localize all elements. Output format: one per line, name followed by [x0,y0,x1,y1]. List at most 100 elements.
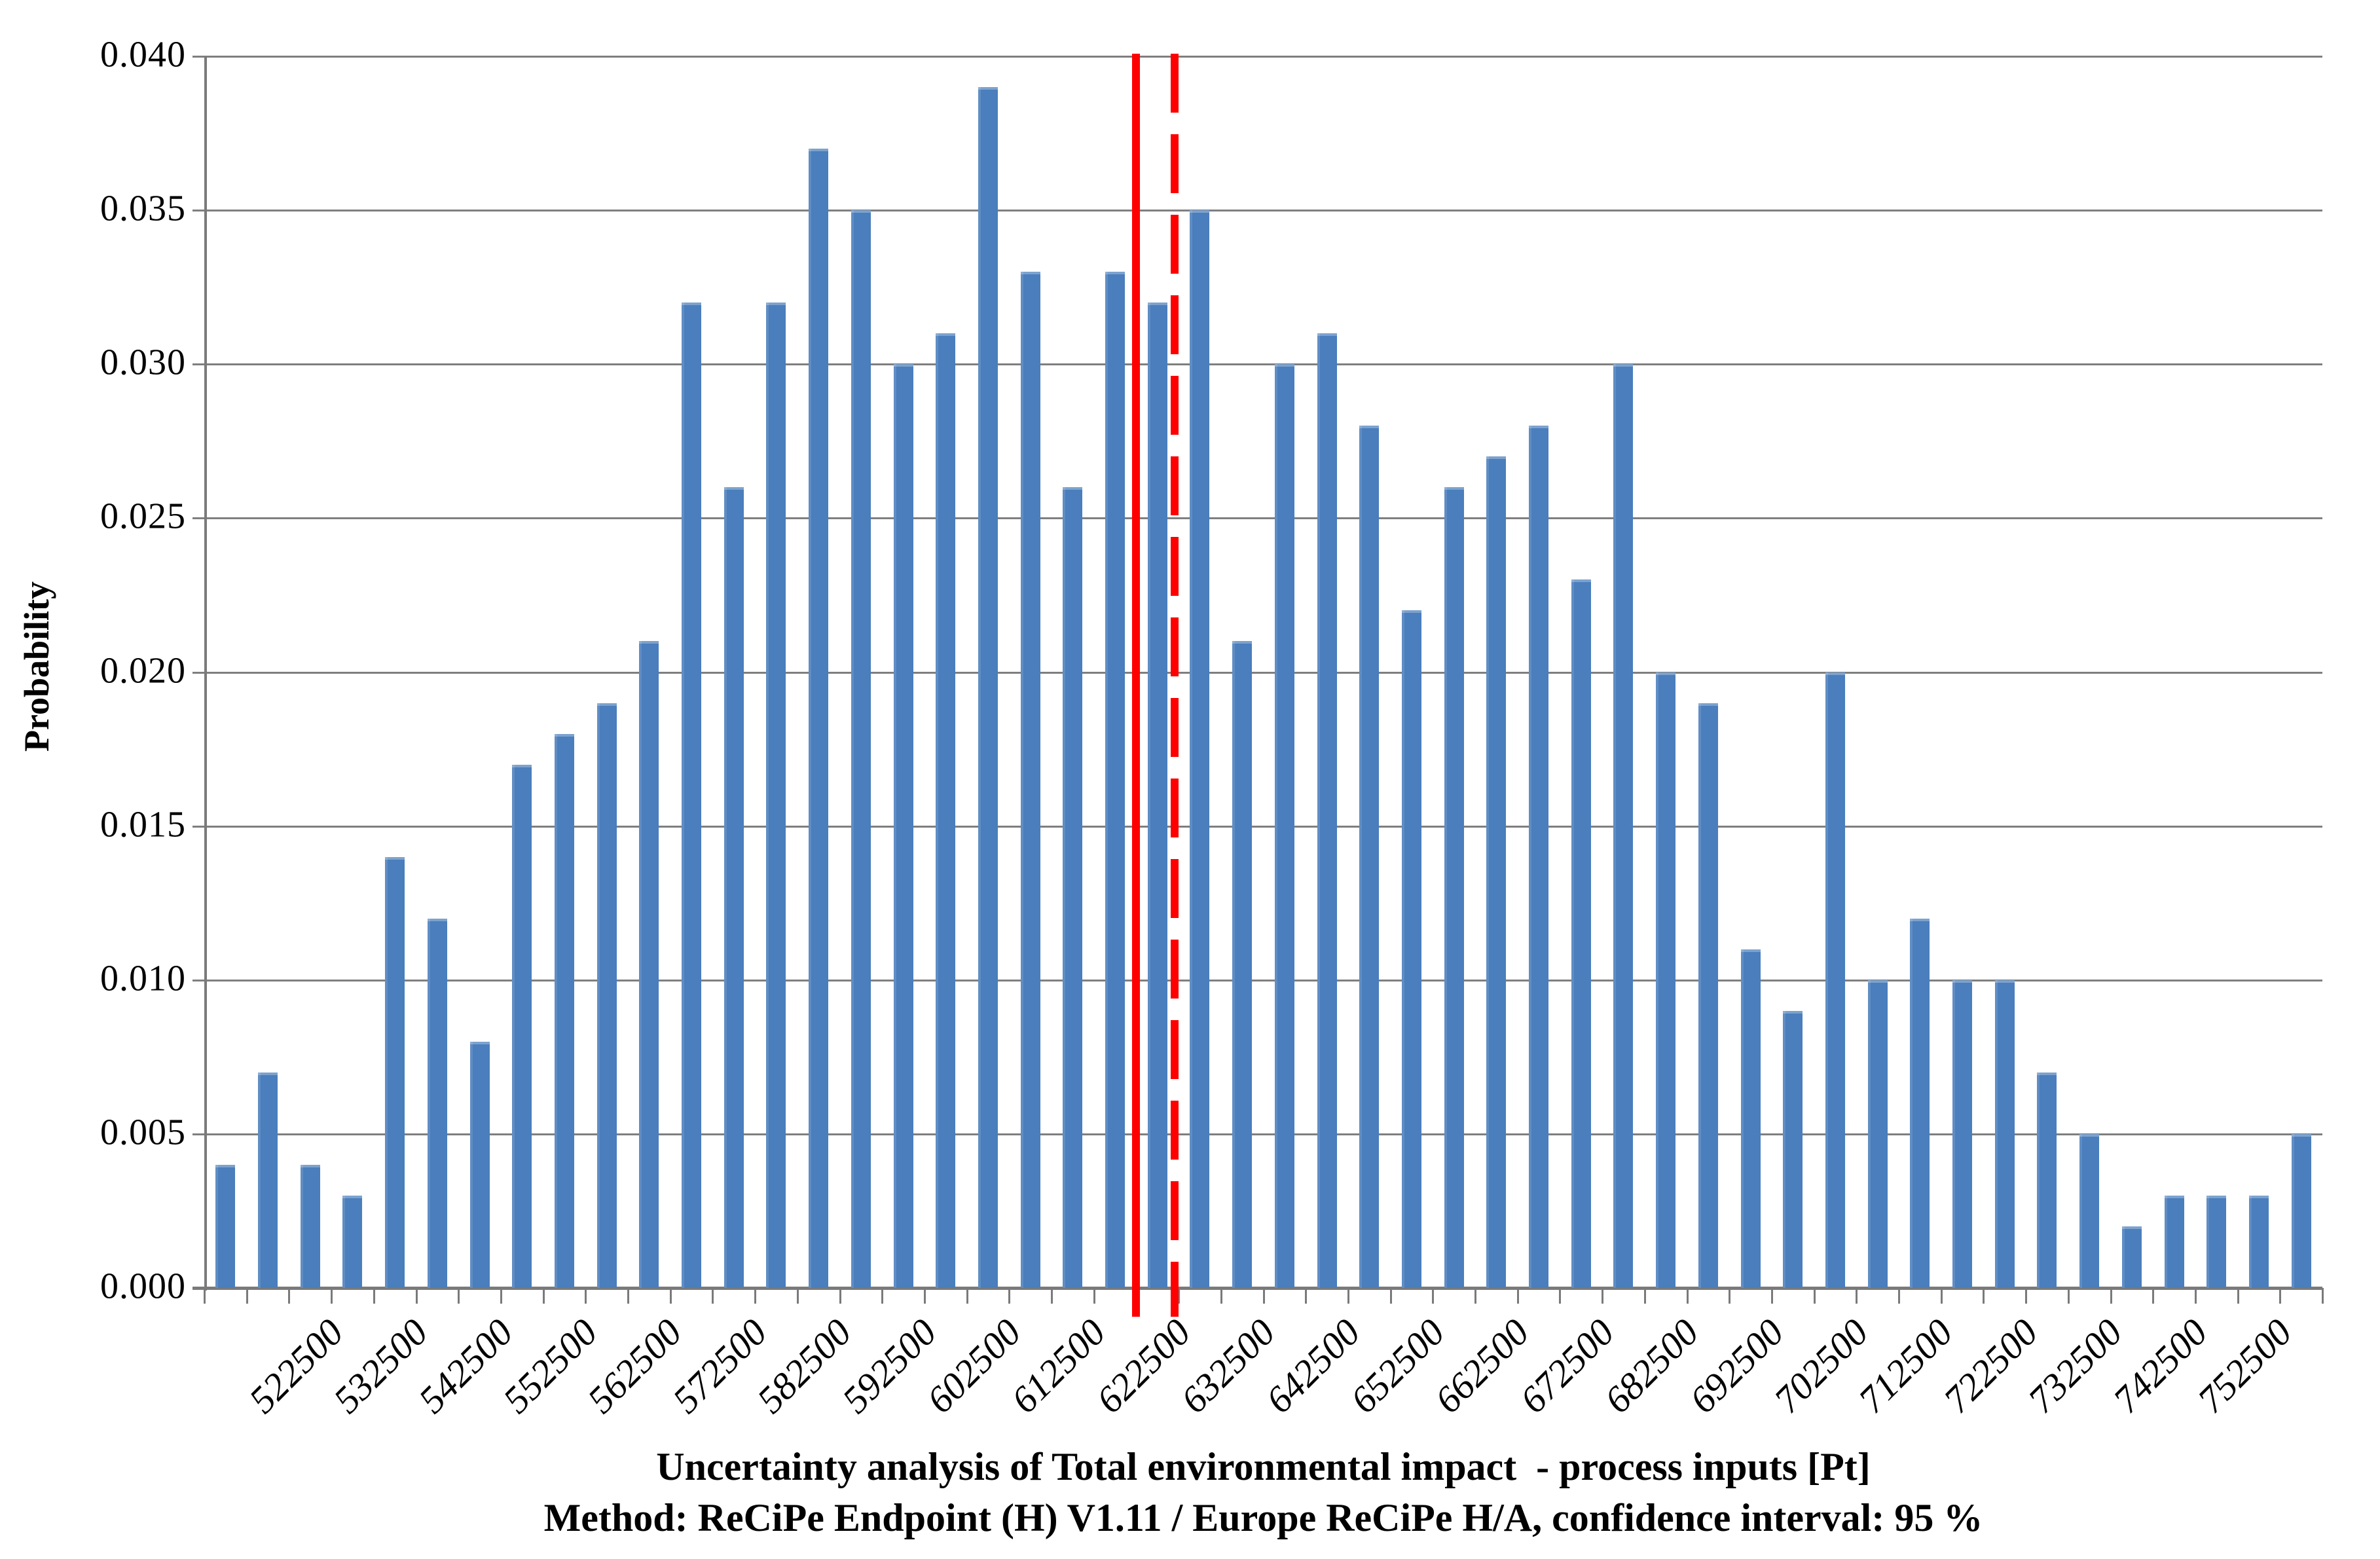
x-tick-mark [415,1288,418,1304]
bar [2037,1072,2057,1288]
x-tick-label: 712500 [1850,1310,1962,1421]
bar [2291,1133,2311,1288]
bar [596,703,617,1288]
bar [1190,210,1210,1288]
x-tick-mark [1770,1288,1773,1304]
bar [766,303,786,1288]
bar [258,1072,278,1288]
y-tick-label: 0.040 [100,34,186,75]
x-tick-mark [1898,1288,1900,1304]
y-axis-title: Probability [17,581,56,752]
x-tick-mark [2194,1288,2197,1304]
bar [893,364,913,1288]
bar [469,1041,490,1288]
bar [851,210,871,1288]
bar [385,856,405,1288]
x-tick-mark [2152,1288,2155,1304]
gridline [192,517,2322,520]
reference-line-solid [1132,54,1141,1317]
bar [1274,364,1294,1288]
x-tick-mark [1940,1288,1943,1304]
gridline [192,825,2322,828]
bar [512,764,532,1288]
gridline [192,363,2322,366]
bar [1147,303,1167,1288]
y-tick-label: 0.010 [100,958,186,999]
bar [1783,1010,1803,1288]
x-tick-mark [204,1288,206,1304]
y-tick-label: 0.025 [100,496,186,537]
x-tick-mark [1051,1288,1053,1304]
x-tick-label: 632500 [1172,1310,1283,1421]
bar [1825,672,1845,1288]
bar [1698,703,1718,1288]
x-tick-mark [2279,1288,2282,1304]
bar [554,733,574,1288]
x-tick-mark [458,1288,460,1304]
x-tick-label: 732500 [2019,1310,2131,1421]
bar [2206,1195,2227,1288]
x-tick-mark [1474,1288,1476,1304]
x-tick-label: 562500 [579,1310,691,1421]
bar [427,918,447,1288]
x-tick-label: 622500 [1088,1310,1199,1421]
x-tick-mark [1093,1288,1095,1304]
x-tick-mark [1643,1288,1646,1304]
bar [342,1195,363,1288]
x-tick-label: 602500 [918,1310,1029,1421]
x-tick-label: 682500 [1596,1310,1707,1421]
bar [1359,426,1380,1288]
bar [978,87,998,1288]
bar [1232,641,1253,1288]
x-tick-mark [1008,1288,1011,1304]
bar [1994,980,2015,1288]
bar [300,1164,320,1288]
x-tick-mark [585,1288,587,1304]
bar [1656,672,1676,1288]
bar [1063,487,1083,1288]
x-tick-label: 592500 [833,1310,945,1421]
x-tick-mark [331,1288,333,1304]
x-tick-mark [1602,1288,1604,1304]
x-tick-mark [1686,1288,1689,1304]
x-axis-line [192,1287,2322,1290]
x-tick-label: 522500 [240,1310,352,1421]
x-tick-mark [1347,1288,1349,1304]
x-tick-label: 742500 [2104,1310,2216,1421]
x-tick-mark [627,1288,629,1304]
x-tick-label: 692500 [1681,1310,1792,1421]
x-tick-label: 662500 [1427,1310,1538,1421]
x-tick-mark [669,1288,672,1304]
bar [1486,456,1507,1288]
x-tick-mark [712,1288,714,1304]
x-tick-mark [500,1288,502,1304]
y-tick-label: 0.000 [100,1266,186,1307]
x-tick-mark [2322,1288,2324,1304]
y-tick-label: 0.035 [100,188,186,229]
reference-line-dashed [1170,54,1179,1317]
chart-title-line-1: Uncertainty analysis of Total environmen… [656,1445,1871,1488]
bar [639,641,659,1288]
x-tick-mark [881,1288,884,1304]
x-tick-mark [923,1288,926,1304]
bar [682,303,702,1288]
bar [1613,364,1634,1288]
x-tick-mark [796,1288,799,1304]
x-tick-mark [1305,1288,1308,1304]
x-tick-mark [1559,1288,1562,1304]
bar [2164,1195,2184,1288]
x-tick-label: 702500 [1765,1310,1877,1421]
x-tick-label: 542500 [410,1310,521,1421]
x-tick-label: 532500 [325,1310,436,1421]
gridline [192,1133,2322,1135]
x-tick-mark [2025,1288,2028,1304]
gridline [192,979,2322,981]
x-tick-label: 642500 [1257,1310,1368,1421]
x-tick-mark [754,1288,757,1304]
x-tick-label: 752500 [2189,1310,2300,1421]
bar [723,487,744,1288]
x-tick-mark [1389,1288,1392,1304]
x-tick-mark [2067,1288,2070,1304]
x-tick-mark [1813,1288,1816,1304]
